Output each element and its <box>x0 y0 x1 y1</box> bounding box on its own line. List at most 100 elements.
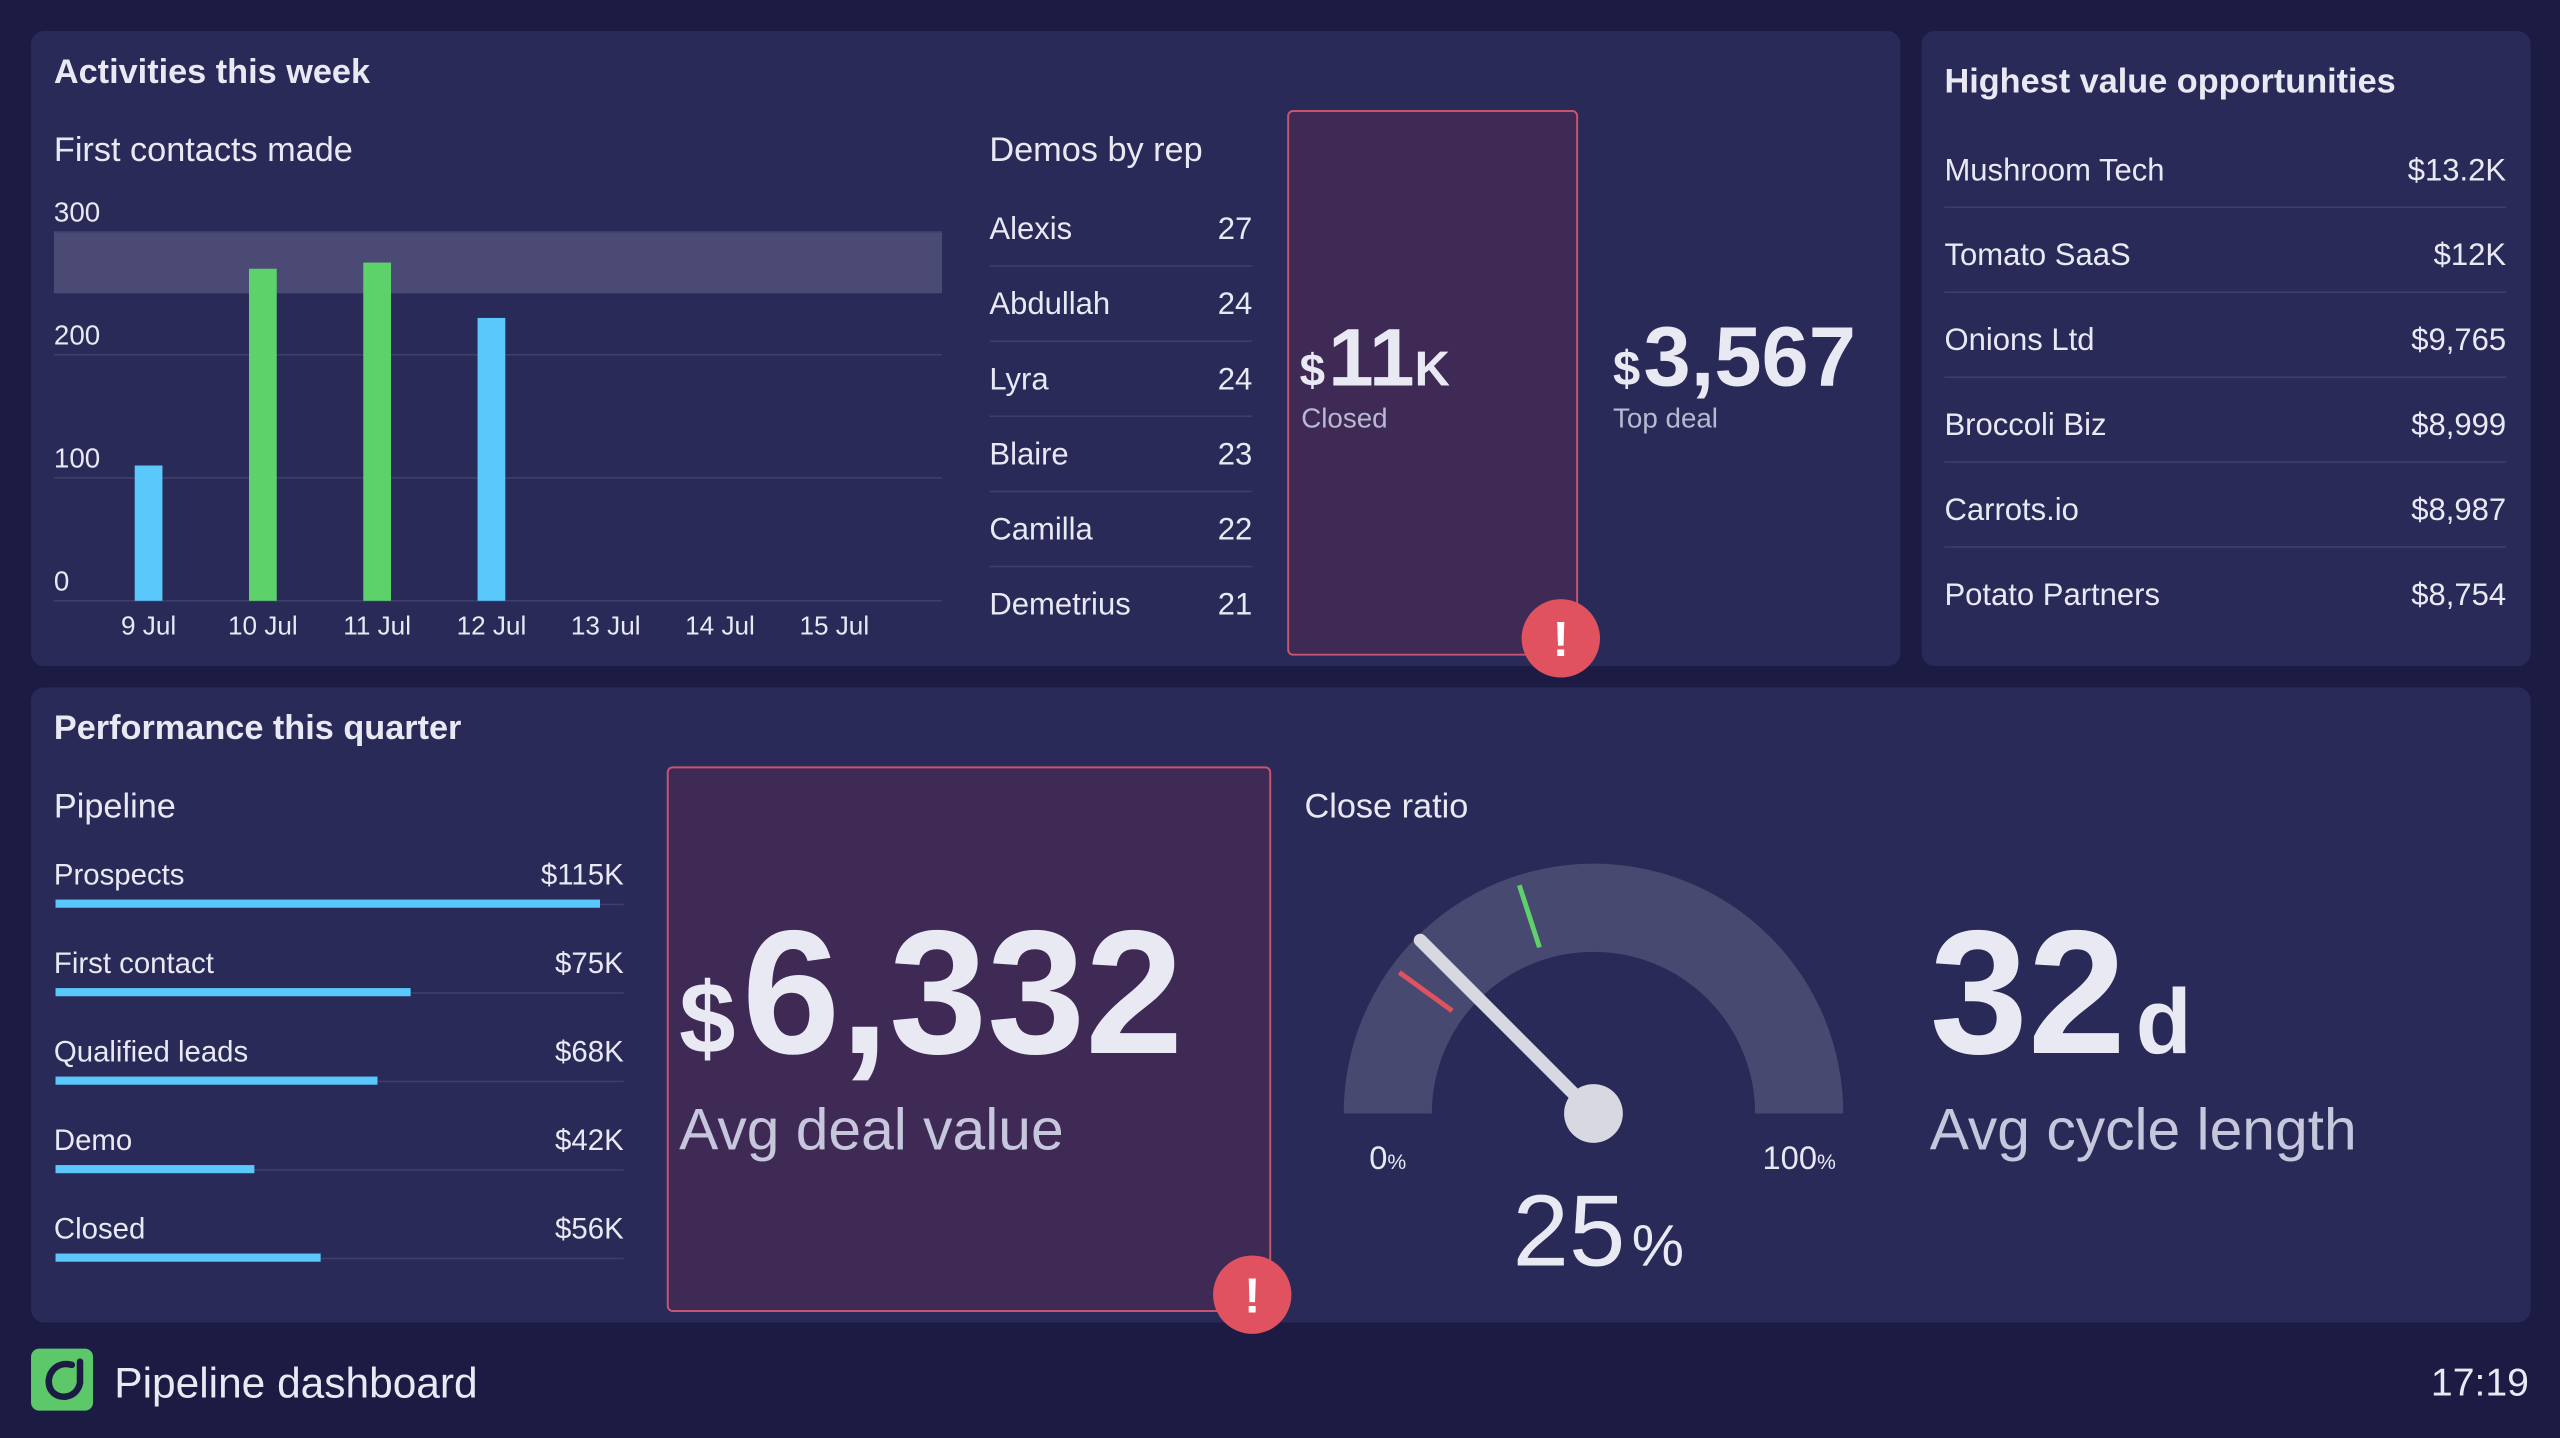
rep-name: Alexis <box>989 211 1072 246</box>
chart-title: Close ratio <box>1304 788 1468 826</box>
value-label: $56K <box>555 1213 624 1246</box>
rep-name: Blaire <box>989 436 1068 471</box>
bar <box>363 262 392 601</box>
opportunity-name: Broccoli Biz <box>1944 407 2106 442</box>
y-tick-label: 200 <box>54 320 100 351</box>
kpi-value: 32 <box>1930 894 2126 1091</box>
logo <box>31 1348 94 1411</box>
opportunity-value: $8,999 <box>2411 407 2506 442</box>
kpi-value: 11 <box>1328 312 1414 403</box>
rep-name: Abdullah <box>989 286 1110 321</box>
opportunity-name: Potato Partners <box>1944 577 2160 612</box>
gauge-tick: 0% <box>1369 1139 1406 1176</box>
kpi-currency: $ <box>1613 342 1640 396</box>
gauge-unit: % <box>1817 1151 1836 1174</box>
performance-panel <box>31 687 2531 1323</box>
y-tick-label: 100 <box>54 443 100 474</box>
bar <box>55 1253 321 1262</box>
x-tick-label: 14 Jul <box>685 610 755 640</box>
bar <box>55 1076 378 1085</box>
y-tick-label: Demo <box>54 1124 132 1157</box>
alert-icon: ! <box>1244 1269 1260 1323</box>
rep-name: Lyra <box>989 361 1049 396</box>
top-deal-kpi: $3,567 <box>1613 308 1856 403</box>
rep-demos: 24 <box>1218 361 1253 396</box>
table-title: Demos by rep <box>989 131 1202 169</box>
gauge-track <box>1343 863 1844 1114</box>
bar <box>477 317 506 601</box>
rep-name: Camilla <box>989 511 1093 546</box>
rep-name: Demetrius <box>989 587 1130 622</box>
x-tick-label: 9 Jul <box>121 610 176 640</box>
alert-icon: ! <box>1553 613 1569 667</box>
chart-title: Pipeline <box>54 788 176 826</box>
opportunity-value: $8,754 <box>2411 577 2506 612</box>
opportunity-name: Onions Ltd <box>1944 322 2094 357</box>
alert-badge <box>1521 599 1600 678</box>
panel-title: Highest value opportunities <box>1944 63 2395 101</box>
kpi-label: Closed <box>1301 402 1387 433</box>
x-tick-label: 15 Jul <box>799 610 869 640</box>
opportunity-name: Carrots.io <box>1944 492 2078 527</box>
kpi-currency: $ <box>1300 344 1325 395</box>
gauge-value: 25 <box>1513 1174 1626 1287</box>
bar <box>55 1165 255 1174</box>
kpi-unit: d <box>2136 971 2192 1073</box>
closed-kpi: $11K <box>1300 312 1450 403</box>
rep-demos: 21 <box>1218 587 1253 622</box>
y-tick-label: Prospects <box>54 859 185 892</box>
panel-title: Performance this quarter <box>54 709 462 747</box>
opportunity-value: $12K <box>2434 237 2507 272</box>
gauge-marker <box>1397 970 1454 1013</box>
value-label: $42K <box>555 1124 624 1157</box>
avg-deal-card <box>666 766 1272 1312</box>
rep-demos: 23 <box>1218 436 1253 471</box>
kpi-value: 6,332 <box>742 894 1183 1091</box>
value-label: $68K <box>555 1036 624 1069</box>
clock: 17:19 <box>2431 1361 2529 1404</box>
avg-deal-kpi: $6,332 <box>679 894 1183 1091</box>
cycle-kpi: 32 d <box>1930 894 2192 1091</box>
opportunity-name: Tomato SaaS <box>1944 237 2130 272</box>
y-tick-label: First contact <box>54 947 214 980</box>
bar <box>55 988 411 997</box>
logo-mark <box>45 1358 84 1400</box>
bar <box>248 268 277 601</box>
opportunity-value: $13.2K <box>2408 152 2507 187</box>
rep-demos: 27 <box>1218 211 1253 246</box>
y-tick-label: 0 <box>54 566 69 597</box>
y-tick-label: Qualified leads <box>54 1036 248 1069</box>
x-tick-label: 12 Jul <box>457 610 527 640</box>
kpi-unit: K <box>1415 342 1450 396</box>
gauge-marker <box>1516 884 1542 949</box>
opportunity-value: $8,987 <box>2411 492 2506 527</box>
gauge-tick-label: 0 <box>1369 1139 1387 1176</box>
gauge-tick: 100% <box>1763 1139 1836 1176</box>
gauge-unit: % <box>1632 1213 1684 1278</box>
opportunity-value: $9,765 <box>2411 322 2506 357</box>
opportunities-panel <box>1921 31 2531 667</box>
gauge-tick-label: 100 <box>1763 1139 1817 1176</box>
kpi-currency: $ <box>679 962 735 1075</box>
panel-title: Activities this week <box>54 53 371 91</box>
bar <box>55 899 601 908</box>
dashboard-title: Pipeline dashboard <box>114 1359 477 1406</box>
value-label: $75K <box>555 947 624 980</box>
rep-demos: 24 <box>1218 286 1253 321</box>
kpi-label: Avg deal value <box>679 1097 1063 1162</box>
kpi-label: Avg cycle length <box>1930 1097 2357 1162</box>
kpi-value: 3,567 <box>1644 308 1856 403</box>
gauge-unit: % <box>1387 1151 1406 1174</box>
gauge-readout: 25% <box>1513 1174 1684 1287</box>
x-tick-label: 10 Jul <box>228 610 298 640</box>
alert-badge <box>1213 1255 1292 1334</box>
gauge-needle <box>1413 933 1600 1120</box>
target-band <box>53 231 943 294</box>
chart-title: First contacts made <box>54 131 353 169</box>
x-tick-label: 11 Jul <box>343 610 411 640</box>
rep-demos: 22 <box>1218 511 1253 546</box>
x-tick-label: 13 Jul <box>571 610 641 640</box>
